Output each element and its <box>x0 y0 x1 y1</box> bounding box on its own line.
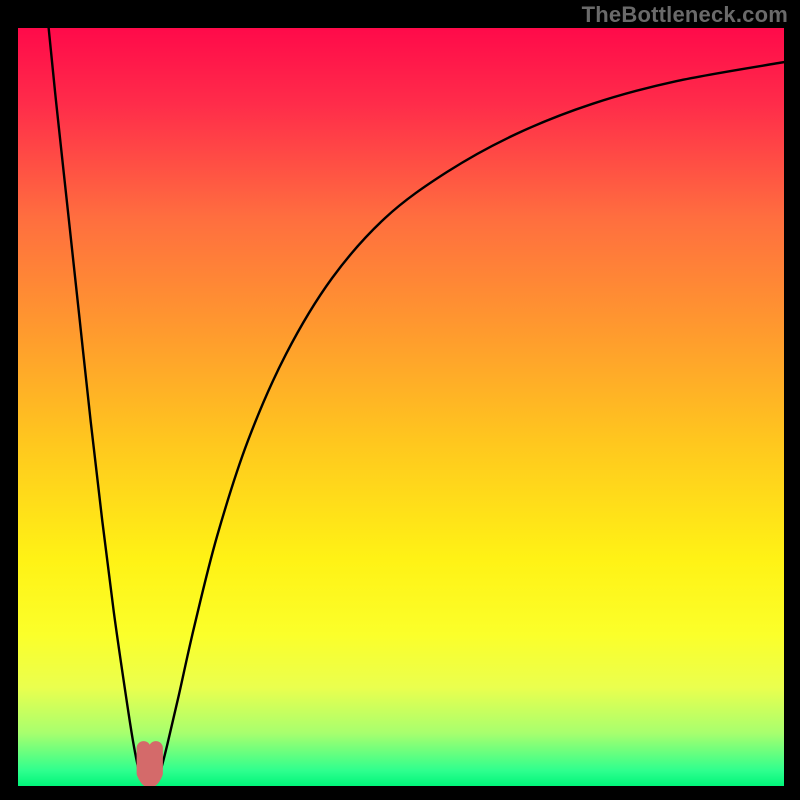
plot-area <box>18 28 784 786</box>
valley-marker <box>144 748 156 781</box>
gradient-background <box>18 28 784 786</box>
watermark-text: TheBottleneck.com <box>582 2 788 28</box>
chart-svg <box>18 28 784 786</box>
chart-container: TheBottleneck.com <box>0 0 800 800</box>
